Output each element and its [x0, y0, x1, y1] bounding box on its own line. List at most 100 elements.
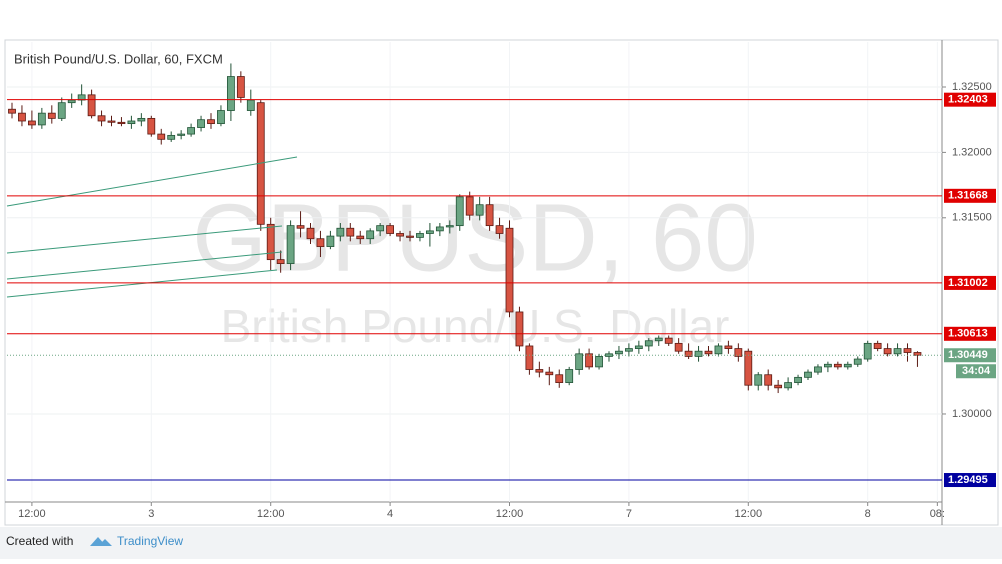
level-label-bg: [944, 92, 996, 107]
candle-body: [545, 371, 554, 376]
candle-body: [67, 99, 76, 104]
candle-body: [217, 110, 225, 125]
candle-body: [824, 363, 832, 368]
candle-body: [455, 196, 464, 227]
candle-body: [644, 340, 653, 347]
candle-body: [595, 356, 603, 368]
candle-body: [416, 233, 424, 238]
candle-body: [177, 133, 186, 136]
candle-body: [833, 363, 842, 368]
candle-body: [406, 235, 414, 238]
level-label: 1.32403: [948, 94, 988, 106]
candle-body: [425, 230, 434, 234]
candle-body: [475, 204, 484, 216]
candle-body: [386, 225, 395, 234]
x-tick-label: 8: [865, 508, 871, 520]
candle-body: [107, 120, 116, 123]
candle-body: [236, 76, 245, 98]
candle-body: [366, 230, 375, 240]
candle-body: [87, 94, 96, 117]
candle-body: [664, 337, 673, 344]
candle-body: [445, 225, 454, 228]
candle-body: [893, 348, 902, 355]
candle-body: [117, 121, 126, 125]
candle-body: [784, 382, 792, 389]
candle-body: [266, 223, 275, 261]
candle-body: [226, 76, 235, 111]
candle-body: [555, 374, 564, 383]
candle-body: [396, 233, 404, 237]
candle-body: [326, 235, 335, 247]
level-label: 1.29495: [948, 474, 988, 486]
candle-body: [207, 119, 215, 125]
candle-body: [505, 227, 514, 313]
candle-body: [913, 352, 922, 356]
candle-body: [147, 117, 156, 135]
x-tick-label: 7: [626, 508, 632, 520]
candle-body: [605, 353, 613, 357]
level-label-bg: [944, 473, 996, 488]
candle-body: [197, 119, 205, 128]
candle-body: [286, 225, 295, 264]
candle-body: [674, 342, 683, 352]
watermark: GBPUSD, 60: [192, 184, 758, 291]
countdown-label: 34:04: [962, 365, 991, 377]
candle-body: [704, 350, 713, 355]
candle-body: [18, 112, 26, 122]
trend-line: [6, 251, 283, 280]
candle-body: [137, 117, 146, 122]
candle-body: [485, 204, 494, 227]
candle-body: [535, 369, 544, 373]
candle-body: [625, 348, 633, 352]
footer-created: Created with: [6, 534, 73, 548]
candle-body: [525, 345, 534, 370]
plot: [7, 42, 942, 502]
candle-body: [167, 134, 176, 140]
candle-body: [127, 120, 136, 125]
candle-body: [97, 115, 106, 122]
level-label-bg: [944, 275, 996, 290]
candle-body: [585, 353, 593, 368]
candle-body: [575, 353, 584, 370]
candle-body: [346, 227, 355, 237]
trend-line: [6, 269, 278, 298]
candle-body: [37, 112, 46, 126]
candle-body: [157, 133, 166, 140]
candle-body: [714, 345, 723, 355]
candle-body: [863, 342, 872, 360]
x-tick-label: 08:: [930, 508, 945, 520]
candle-body: [804, 371, 812, 378]
candle-body: [306, 227, 315, 240]
footer-brand[interactable]: TradingView: [117, 534, 183, 548]
candle-body: [515, 311, 524, 347]
level-label-bg: [944, 188, 996, 203]
candle-body: [774, 384, 783, 389]
candle-body: [724, 345, 733, 349]
x-tick-label: 12:00: [735, 508, 763, 520]
candle-body: [47, 112, 56, 119]
candle-body: [336, 227, 345, 237]
level-label-bg: [944, 326, 996, 341]
footer-bg: [0, 527, 1002, 559]
candle-body: [903, 348, 912, 353]
candle-body: [754, 374, 763, 386]
last-price-bg: [944, 348, 996, 363]
y-tick-label: 1.30000: [952, 408, 992, 420]
candle-body: [814, 366, 822, 373]
candle-body: [57, 102, 66, 119]
candle-body: [744, 350, 753, 386]
last-price-label: 1.30449: [948, 349, 988, 361]
countdown-bg: [956, 364, 996, 379]
candle-body: [634, 345, 643, 349]
candle-body: [435, 226, 444, 232]
candle-body: [794, 376, 802, 383]
candle-body: [276, 259, 285, 264]
candle-body: [565, 369, 574, 383]
candle-body: [764, 374, 773, 386]
x-tick-label: 4: [387, 508, 393, 520]
candle-body: [694, 350, 703, 357]
chart-title: British Pound/U.S. Dollar, 60, FXCM: [14, 51, 223, 66]
x-tick-label: 3: [148, 508, 154, 520]
candle-body: [356, 235, 365, 240]
candle-body: [316, 238, 325, 247]
